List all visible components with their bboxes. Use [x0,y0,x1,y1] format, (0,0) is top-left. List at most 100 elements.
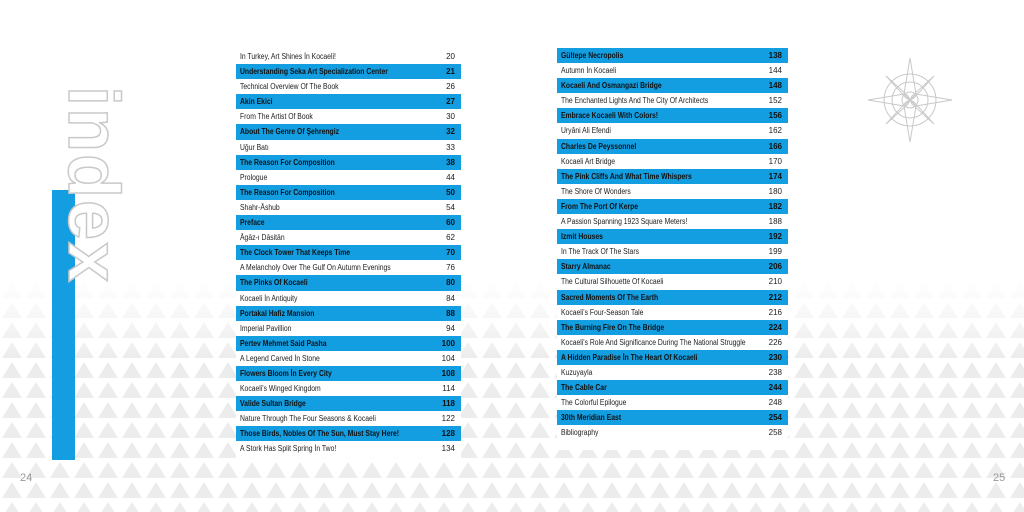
entry-page: 88 [446,308,455,318]
entry-title: The Clock Tower That Keeps Time [240,248,351,258]
entry-title: The Pink Cliffs And What Time Whispers [561,171,692,181]
entry-page: 144 [768,66,782,76]
index-row: From The Port Of Kerpe 182 [557,198,788,215]
index-row: Kocaeli's Winged Kingdom 114 [236,381,461,396]
entry-page: 134 [441,444,455,454]
index-row: The Reason For Composition 38 [236,154,461,170]
index-row: The Reason For Composition 50 [236,184,461,200]
entry-title: The Colorful Epilogue [561,398,627,408]
entry-title: Embrace Kocaeli With Colors! [561,111,659,121]
entry-title: A Hidden Paradise İn The Heart Of Kocael… [561,352,698,362]
entry-title: Akin Ekici [240,97,273,107]
index-row: Āgāz-ı Dāsitān 62 [236,230,461,245]
entry-title: About The Genre Of Şehrengiz [240,127,339,137]
entry-title: Flowers Bloom İn Every City [240,368,332,378]
entry-title: Gültepe Necropolis [561,51,624,60]
index-row: The Enchanted Lights And The City Of Arc… [557,93,788,108]
entry-page: 114 [442,384,455,394]
entry-page: 166 [768,141,782,151]
entry-title: In Turkey, Art Shines İn Kocaeli! [240,52,336,61]
entry-title: The Cultural Silhouette Of Kocaeli [561,277,664,287]
page-number: 24 [20,472,33,484]
entry-title: Izmit Houses [561,232,603,242]
entry-page: 162 [768,126,782,136]
index-row: Starry Almanac 206 [557,259,788,275]
entry-page: 182 [768,201,782,211]
entry-page: 108 [441,368,455,378]
entry-title: Sacred Moments Of The Earth [561,292,659,302]
index-row: Kocaeli's Four-Season Tale 216 [557,305,788,320]
entry-page: 84 [446,293,455,303]
index-row: The Cable Car 244 [557,380,788,396]
entry-page: 199 [768,247,782,257]
entry-page: 33 [446,142,455,152]
entry-title: A Melancholy Over The Gulf On Autumn Eve… [240,263,391,273]
entry-title: The Cable Car [561,383,607,393]
entry-title: Pertev Mehmet Said Pasha [240,338,327,348]
entry-page: 238 [768,367,782,377]
entry-page: 21 [446,67,455,77]
entry-page: 128 [441,429,455,439]
index-row: Kocaeli Art Bridge 170 [557,154,788,169]
entry-page: 212 [768,292,782,302]
index-row: Akin Ekici 27 [236,94,461,110]
index-row: Kuzuyayla 238 [557,365,788,380]
index-row: Prologue 44 [236,170,461,185]
entry-title: Those Birds, Nobles Of The Sun, Must Sta… [240,429,400,439]
entry-page: 122 [441,414,455,424]
entry-title: Kocaeli's Role And Significance During T… [561,337,746,347]
index-row: Izmit Houses 192 [557,229,788,245]
entry-page: 60 [446,218,455,228]
entry-title: The Reason For Composition [240,157,335,167]
index-row: Kocaeli And Osmangazi Bridge 148 [557,78,788,94]
entry-title: Prologue [240,172,268,182]
index-row: Understanding Seka Art Specialization Ce… [236,64,461,80]
entry-page: 248 [768,398,782,408]
index-row: The Clock Tower That Keeps Time 70 [236,245,461,261]
index-row: A Hidden Paradise İn The Heart Of Kocael… [557,349,788,365]
entry-page: 226 [768,337,782,347]
entry-title: Autumn İn Kocaeli [561,66,617,76]
entry-page: 210 [768,277,782,287]
entry-title: Technical Overview Of The Book [240,82,339,92]
entry-title: The Burning Fire On The Bridge [561,322,665,332]
entry-page: 180 [768,186,782,196]
index-row: The Cultural Silhouette Of Kocaeli 210 [557,274,788,289]
index-row: Autumn İn Kocaeli 144 [557,63,788,78]
entry-page: 148 [768,81,782,91]
entry-page: 192 [768,232,782,242]
entry-page: 30 [446,112,455,122]
compass [867,57,953,143]
right-index: Gültepe Necropolis 138 Autumn İn Kocaeli 14… [557,48,788,440]
entry-title: 30th Meridian East [561,413,622,423]
entry-page: 32 [446,127,455,137]
entry-title: Understanding Seka Art Specialization Ce… [240,67,388,77]
index-row: Those Birds, Nobles Of The Sun, Must Sta… [236,426,461,442]
index-row: Technical Overview Of The Book 26 [236,79,461,94]
index-row: Uryâni Ali Efendi 162 [557,123,788,138]
entry-title: Imperial Pavillion [240,323,292,333]
index-row: In The Track Of The Stars 199 [557,244,788,259]
entry-title: Kuzuyayla [561,367,593,377]
entry-page: 174 [768,171,782,181]
index-row: Valide Sultan Bridge 118 [236,396,461,412]
left-index: In Turkey, Art Shines İn Kocaeli! 20 Under… [236,49,461,457]
index-row: Preface 60 [236,215,461,231]
index-row: Flowers Bloom İn Every City 108 [236,365,461,382]
index-row: Shahr-Āshub 54 [236,200,461,215]
entry-title: Kocaeli İn Antiquity [240,293,298,303]
entry-page: 62 [446,233,455,243]
entry-title: The Pinks Of Kocaeli [240,278,308,288]
entry-page: 230 [768,352,782,362]
index-row: A Stork Has Split Spring İn Two! 134 [236,441,461,456]
entry-title: Charles De Peyssonnel [561,141,637,151]
entry-page: 152 [768,96,782,106]
entry-title: Kocaeli And Osmangazi Bridge [561,81,662,91]
entry-page: 54 [446,202,455,212]
entry-title: Kocaeli's Winged Kingdom [240,384,321,394]
entry-title: Shahr-Āshub [240,202,280,212]
index-row: Kocaeli İn Antiquity 84 [236,291,461,306]
entry-page: 104 [441,353,455,363]
